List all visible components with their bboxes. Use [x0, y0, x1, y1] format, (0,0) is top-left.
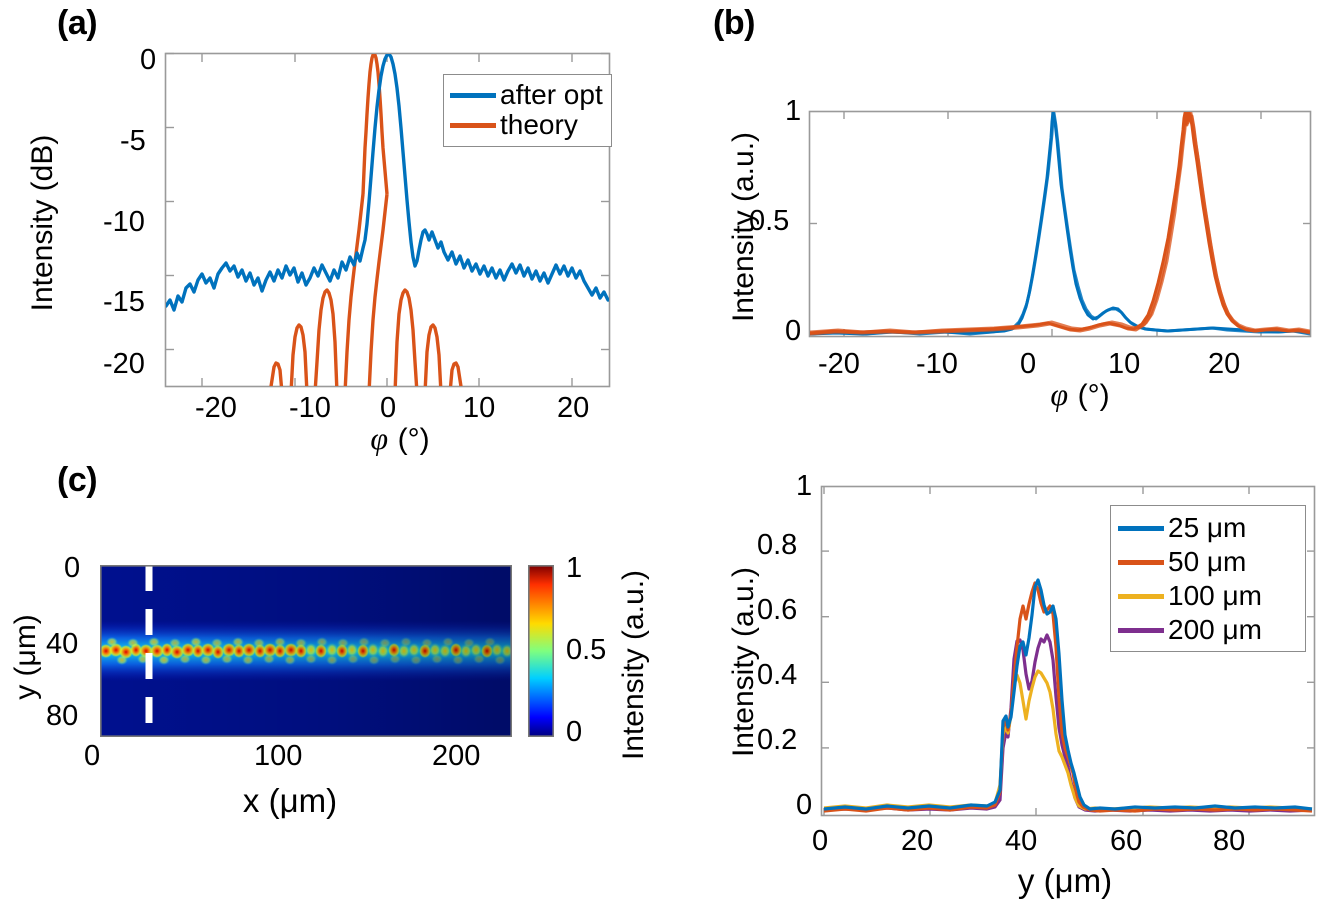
panel-d-xtick-1: 20	[901, 825, 934, 857]
panel-c-colorbar-label: Intensity (a.u.)	[617, 569, 650, 761]
panel-c-xtick-0: 0	[84, 740, 101, 772]
panel-a-legend: after opt theory	[443, 74, 612, 147]
panel-b-xlabel-symbol: φ	[1050, 376, 1069, 412]
panel-c-xtick-2: 200	[432, 740, 481, 772]
panel-b-ytick-2: 0	[785, 315, 802, 347]
panel-a-xtick-4: 20	[557, 392, 590, 424]
panel-c-ytick-0: 0	[64, 552, 81, 584]
panel-a-ytick-2: -10	[103, 206, 145, 238]
panel-a-ytick-3: -15	[103, 286, 145, 318]
panel-a-xtick-3: 10	[463, 392, 496, 424]
panel-b-series-orange-3	[810, 112, 1310, 334]
legend-label-theory: theory	[500, 109, 578, 140]
panel-b-xlabel: φ (°)	[1000, 376, 1160, 413]
panel-b-ytick-0: 1	[785, 95, 802, 127]
legend-swatch-theory	[450, 122, 496, 128]
panel-d-series-25	[823, 578, 1313, 811]
panel-c-xlabel: x (μm)	[242, 782, 338, 819]
panel-b-xtick-4: 20	[1208, 348, 1241, 380]
legend-item-200um[interactable]: 200 μm	[1118, 613, 1298, 647]
legend-swatch-100um	[1118, 593, 1164, 599]
panel-c-label: (c)	[57, 461, 98, 499]
panel-a-xtick-1: -10	[289, 392, 331, 424]
panel-d-ytick-5: 0	[796, 789, 813, 821]
panel-d-ytick-3: 0.4	[757, 659, 798, 691]
panel-c-ytick-1: 40	[46, 628, 79, 660]
panel-d-ylabel: Intensity (a.u.)	[727, 566, 760, 758]
panel-a-series-theory	[269, 54, 463, 386]
panel-b-xtick-2: 0	[1020, 348, 1037, 380]
panel-c-cbar-tick-1: 0.5	[566, 634, 607, 666]
legend-label-25um: 25 μm	[1168, 512, 1247, 543]
panel-b-xtick-1: -10	[916, 348, 958, 380]
legend-swatch-after-opt	[450, 92, 496, 98]
legend-swatch-25um	[1118, 525, 1164, 531]
panel-a-ylabel: Intensity (dB)	[26, 134, 59, 312]
panel-b-plot	[808, 110, 1312, 338]
panel-c-colorbar	[528, 565, 554, 737]
legend-label-after-opt: after opt	[500, 79, 603, 110]
panel-a-xtick-2: 0	[380, 392, 397, 424]
panel-a-ytick-4: -20	[103, 348, 145, 380]
legend-item-25um[interactable]: 25 μm	[1118, 511, 1298, 545]
legend-swatch-200um	[1118, 627, 1164, 633]
panel-d-xtick-3: 60	[1110, 825, 1143, 857]
panel-b-xtick-0: -20	[818, 348, 860, 380]
legend-swatch-50um	[1118, 559, 1164, 565]
panel-d-xtick-4: 80	[1213, 825, 1246, 857]
panel-b-xlabel-unit: (°)	[1077, 379, 1110, 412]
panel-d-legend: 25 μm 50 μm 100 μm 200 μm	[1110, 505, 1306, 652]
panel-d-xtick-0: 0	[812, 825, 829, 857]
panel-c-ytick-2: 80	[46, 700, 79, 732]
panel-d-xtick-2: 40	[1005, 825, 1038, 857]
panel-c-xtick-1: 100	[254, 740, 303, 772]
legend-label-50um: 50 μm	[1168, 546, 1247, 577]
legend-item-100um[interactable]: 100 μm	[1118, 579, 1298, 613]
panel-d-xlabel: y (μm)	[1017, 862, 1113, 899]
panel-b-xtick-3: 10	[1108, 348, 1141, 380]
panel-c-cbar-tick-0: 1	[566, 552, 583, 584]
panel-d-ytick-2: 0.6	[757, 594, 798, 626]
legend-label-200um: 200 μm	[1168, 614, 1262, 645]
legend-item-after-opt[interactable]: after opt	[450, 80, 605, 110]
panel-c-heatmap	[100, 565, 512, 737]
legend-item-theory[interactable]: theory	[450, 110, 605, 140]
panel-d-ytick-0: 1	[796, 470, 813, 502]
panel-c-ylabel: y (μm)	[9, 614, 42, 700]
panel-b-ytick-1: 0.5	[749, 205, 790, 237]
panel-a-xlabel-unit: (°)	[397, 423, 430, 456]
panel-a-ytick-0: 0	[140, 44, 157, 76]
panel-d-ytick-4: 0.2	[757, 724, 798, 756]
panel-a-xlabel: φ (°)	[320, 420, 480, 457]
panel-c-cbar-tick-2: 0	[566, 716, 583, 748]
panel-a-ytick-1: -5	[120, 125, 146, 157]
panel-a-series-after-opt	[166, 54, 609, 312]
legend-label-100um: 100 μm	[1168, 580, 1262, 611]
legend-item-50um[interactable]: 50 μm	[1118, 545, 1298, 579]
panel-a-xtick-0: -20	[195, 392, 237, 424]
panel-a-label: (a)	[57, 4, 98, 42]
panel-a-xlabel-symbol: φ	[370, 420, 389, 456]
panel-d-ytick-1: 0.8	[757, 529, 798, 561]
panel-b-label: (b)	[713, 4, 755, 42]
